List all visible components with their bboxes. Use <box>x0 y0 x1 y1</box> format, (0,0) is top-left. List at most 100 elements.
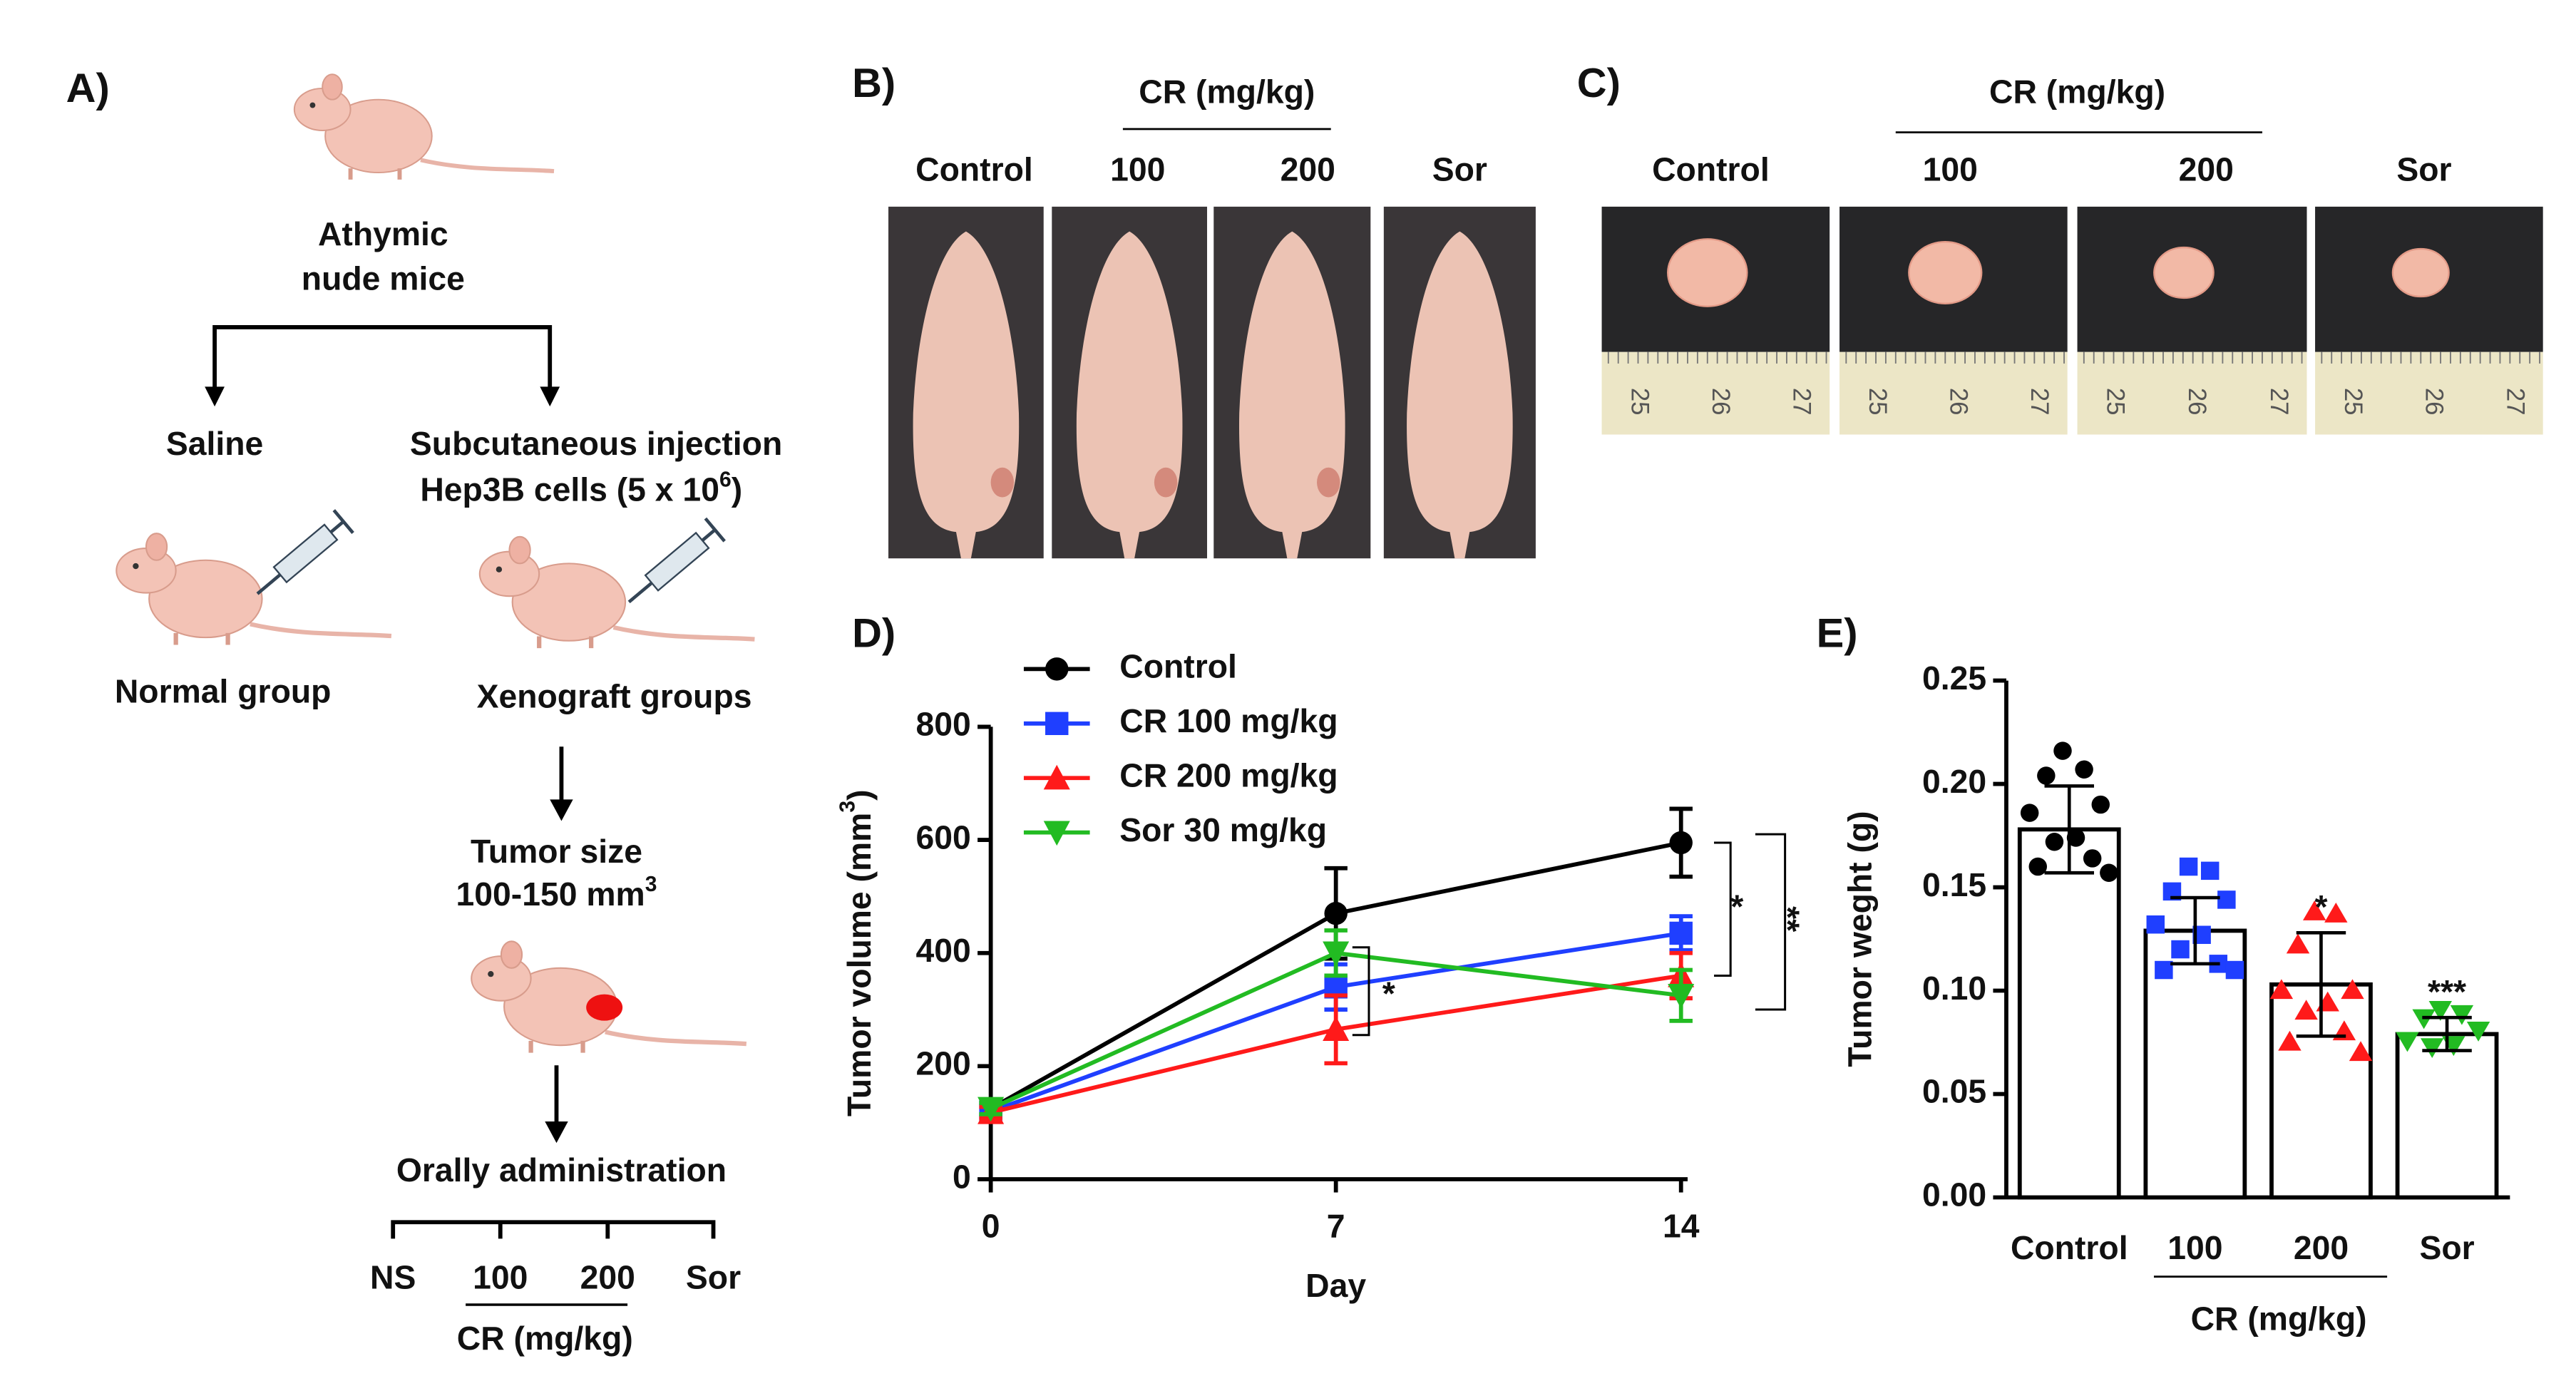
bracket <box>1714 841 1732 977</box>
tumor <box>2391 247 2450 298</box>
data-point <box>2302 900 2326 920</box>
text: Athymic <box>318 215 448 252</box>
head <box>293 87 351 131</box>
marker <box>1045 712 1069 736</box>
body <box>511 563 627 642</box>
data-point <box>2396 1032 2419 1052</box>
barrel <box>272 523 339 584</box>
marker <box>1669 921 1693 945</box>
legend-label: Sor 30 mg/kg <box>1119 811 1327 848</box>
y-tick-label: 0 <box>953 1158 971 1195</box>
panel-label: D) <box>852 610 896 656</box>
tumor <box>1667 238 1748 307</box>
legs <box>528 1040 585 1053</box>
panel-label: B) <box>852 61 896 106</box>
syringe-icon <box>627 517 726 604</box>
text: 100 <box>473 1259 528 1296</box>
column-label: 200 <box>2179 150 2234 188</box>
data-point <box>2294 1000 2318 1020</box>
ruler <box>1839 351 2068 435</box>
marker <box>1323 941 1350 967</box>
tumor-spot <box>586 994 623 1021</box>
text: Hep3B cells (5 x 106) <box>420 468 742 508</box>
needle <box>627 517 726 604</box>
legend-label: CR 200 mg/kg <box>1119 756 1338 794</box>
data-point <box>2349 1041 2373 1062</box>
data-point <box>2053 741 2072 760</box>
mouse-photo <box>1407 231 1513 559</box>
head <box>116 548 177 594</box>
eye <box>488 970 494 977</box>
marker <box>1323 1016 1350 1042</box>
arrowhead <box>540 386 560 407</box>
mouse-icon <box>116 533 392 645</box>
column-label: Control <box>915 150 1033 188</box>
arrowhead <box>550 799 573 821</box>
error-bar <box>2170 895 2220 966</box>
text: CR (mg/kg) <box>457 1320 633 1357</box>
y-tick-label: 200 <box>916 1045 971 1082</box>
body <box>324 98 433 174</box>
ruler-label: 25 <box>2101 388 2128 416</box>
column-label: 100 <box>1110 150 1165 188</box>
marker <box>1045 657 1069 681</box>
data-point <box>2179 857 2198 876</box>
ruler <box>1601 351 1830 435</box>
data-point <box>2037 766 2056 785</box>
data-point <box>2278 1030 2302 1051</box>
text: 100-150 mm <box>456 876 645 913</box>
ruler-label: 26 <box>1945 388 1972 416</box>
text: nude mice <box>302 260 465 297</box>
column-label: 200 <box>1281 150 1335 188</box>
arrow <box>554 746 564 1129</box>
y-tick-label: 0.10 <box>1922 970 1986 1007</box>
x-tick-label: Control <box>2011 1229 2128 1266</box>
significance: * <box>1382 975 1395 1012</box>
x-tick-label: 200 <box>2294 1229 2349 1266</box>
data-point <box>2450 1005 2474 1025</box>
bracket <box>212 325 553 397</box>
head <box>478 550 540 597</box>
legs <box>173 632 230 645</box>
syringe-icon <box>256 509 354 595</box>
ruler-label: 26 <box>1707 388 1734 416</box>
significance: * <box>2314 888 2327 925</box>
data-point <box>2466 1022 2490 1042</box>
significance: * <box>1730 888 1743 925</box>
data-point <box>2217 890 2236 909</box>
superscript: 3 <box>645 873 657 896</box>
marker <box>1043 764 1070 790</box>
y-tick-label: 800 <box>916 706 971 743</box>
tumor <box>2153 246 2215 299</box>
y-tick-label: 600 <box>916 818 971 856</box>
column-label: Sor <box>2396 150 2451 188</box>
y-axis-title: Tumor weght (g) <box>1842 811 1879 1067</box>
ruler-label: 27 <box>2026 388 2053 416</box>
ruler-label: 27 <box>2501 388 2528 416</box>
tumor <box>990 467 1015 498</box>
eye <box>309 102 316 108</box>
bar <box>2395 1032 2499 1200</box>
error-bar <box>2044 784 2095 875</box>
text: Sor <box>686 1259 741 1296</box>
y-tick-label: 0.00 <box>1922 1176 1986 1213</box>
text: Orally administration <box>396 1151 727 1188</box>
y-tick-label: 0.15 <box>1922 866 1986 903</box>
mouse-icon <box>293 73 555 180</box>
data-point <box>2324 903 2348 923</box>
ruler-label: 26 <box>2183 388 2210 416</box>
data-point <box>2091 795 2110 814</box>
text: Normal group <box>115 672 332 709</box>
data-point <box>2146 915 2165 934</box>
text: Tumor size <box>471 833 642 870</box>
panel-label: C) <box>1577 61 1621 106</box>
mouse-icon <box>478 535 755 649</box>
data-point <box>2200 861 2220 880</box>
column-label: Control <box>1652 150 1770 188</box>
head <box>471 955 532 1002</box>
x-axis-title: Day <box>1305 1267 1366 1304</box>
text: Subcutaneous injection <box>410 425 782 462</box>
legend-label: CR 100 mg/kg <box>1119 702 1338 739</box>
body <box>148 559 263 639</box>
data-point <box>2286 933 2310 954</box>
